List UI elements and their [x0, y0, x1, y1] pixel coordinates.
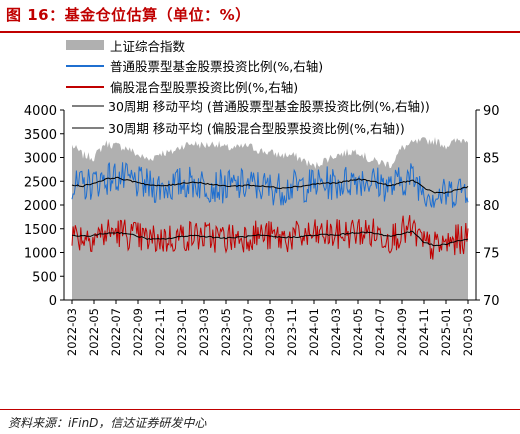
right-tick-label: 85 — [483, 152, 500, 167]
x-tick-label: 2023-03 — [197, 308, 211, 356]
x-tick-label: 2023-01 — [175, 308, 189, 356]
x-tick-label: 2024-09 — [395, 308, 409, 356]
x-tick-label: 2022-07 — [109, 308, 123, 356]
x-tick-label: 2022-05 — [87, 308, 101, 356]
legend-label-2: 偏股混合型股票投资比例(%,右轴) — [110, 80, 298, 95]
right-tick-label: 80 — [483, 199, 500, 214]
series-stock-fund-ma30 — [71, 176, 469, 194]
x-tick-label: 2022-09 — [131, 308, 145, 356]
left-tick-label: 2000 — [24, 199, 57, 214]
left-tick-label: 2500 — [24, 175, 57, 190]
x-tick-label: 2023-05 — [219, 308, 233, 356]
series-hybrid-fund-ma30 — [71, 230, 469, 247]
x-tick-label: 2024-07 — [373, 308, 387, 356]
x-tick-label: 2022-11 — [153, 308, 167, 356]
legend-label-0: 上证综合指数 — [110, 39, 186, 54]
right-tick-label: 75 — [483, 247, 500, 262]
x-tick-label: 2025-01 — [439, 308, 453, 356]
source-note: 资料来源：iFinD，信达证券研发中心 — [8, 416, 207, 430]
x-tick-label: 2023-07 — [241, 308, 255, 356]
source-rule — [0, 409, 520, 410]
x-tick-label: 2024-03 — [329, 308, 343, 356]
line-layer — [71, 162, 469, 260]
figure-title: 图 16：基金仓位估算（单位：%） — [6, 6, 251, 24]
left-tick-label: 1500 — [24, 223, 57, 238]
axis-layer: 0 500 1000 1500 2000 2500 3000 3500 4000 70 75 80 85… — [24, 104, 500, 356]
left-tick-label: 4000 — [24, 104, 57, 119]
left-tick-label: 3000 — [24, 152, 57, 167]
title-rule — [0, 31, 520, 33]
x-tick-label: 2022-03 — [65, 308, 79, 356]
left-tick-label: 0 — [49, 294, 57, 309]
legend-ma-label-1: 30周期 移动平均 (偏股混合型股票投资比例(%,右轴)) — [108, 121, 405, 136]
x-tick-label: 2023-11 — [285, 308, 299, 356]
left-tick-label: 3500 — [24, 128, 57, 143]
series-hybrid-fund-line — [71, 215, 469, 260]
x-tick-label: 2024-01 — [307, 308, 321, 356]
left-tick-label: 500 — [32, 270, 57, 285]
x-tick-label: 2023-09 — [263, 308, 277, 356]
x-tick-label: 2024-11 — [417, 308, 431, 356]
legend-ma-label-0: 30周期 移动平均 (普通股票型基金股票投资比例(%,右轴)) — [108, 99, 430, 114]
left-tick-label: 1000 — [24, 247, 57, 262]
legend-swatch-0 — [66, 40, 104, 50]
x-tick-label: 2024-05 — [351, 308, 365, 356]
right-tick-label: 70 — [483, 294, 500, 309]
x-tick-label: 2025-03 — [461, 308, 475, 356]
legend-label-1: 普通股票型基金股票投资比例(%,右轴) — [110, 59, 323, 74]
right-tick-label: 90 — [483, 104, 500, 119]
area-shanghai-composite — [72, 137, 468, 300]
fund-position-chart: 0 500 1000 1500 2000 2500 3000 3500 4000 70 75 80 85… — [24, 39, 500, 356]
area-layer — [72, 137, 468, 300]
